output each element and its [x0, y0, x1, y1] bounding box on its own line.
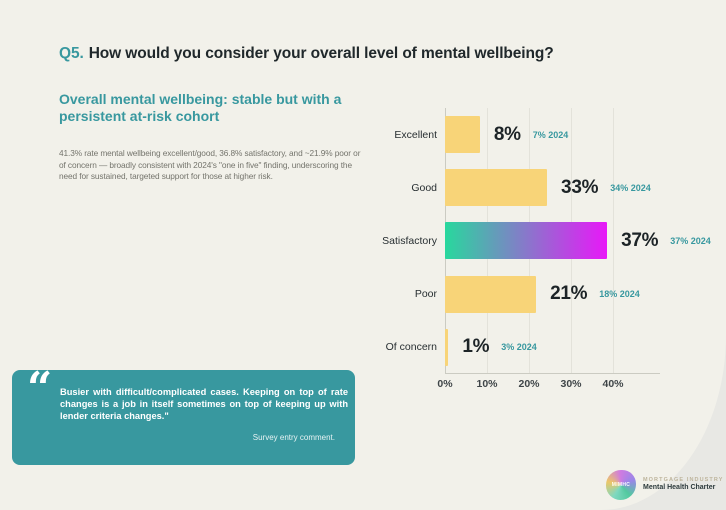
logo-monogram: MIMHC [611, 482, 631, 488]
previous-year-label: 34% 2024 [610, 182, 651, 193]
page-title: Q5. How would you consider your overall l… [59, 45, 554, 63]
bar-excellent [445, 116, 480, 153]
bar-poor [445, 275, 537, 313]
logo-line2: Mental Health Charter [643, 484, 716, 492]
logo-blob-icon: MIMHC [606, 470, 636, 500]
chart-row: 1% 3% 2024 [445, 328, 537, 366]
previous-year-label: 37% 2024 [670, 235, 711, 246]
category-label: Of concern [385, 341, 437, 354]
chart-row: 37% 37% 2024 [445, 222, 711, 260]
bar-good [445, 169, 548, 207]
summary-paragraph: 41.3% rate mental wellbeing excellent/go… [59, 148, 361, 182]
quote-attribution: Survey entry comment. [252, 433, 335, 442]
question-text: How would you consider your overall leve… [88, 45, 554, 62]
quote-icon: “ [27, 363, 53, 414]
previous-year-label: 7% 2024 [532, 129, 569, 140]
value-label: 21% [550, 283, 588, 305]
category-label: Poor [414, 288, 437, 301]
category-label: Excellent [394, 128, 437, 141]
section-subtitle: Overall mental wellbeing: stable but wit… [59, 91, 342, 124]
bar-satisfactory [445, 222, 608, 260]
category-label: Good [411, 181, 437, 194]
chart-row: 33% 34% 2024 [445, 169, 651, 207]
x-tick-label: 0% [437, 378, 453, 390]
mimhc-logo: MIMHC MORTGAGE INDUSTRY Mental Health Ch… [606, 470, 724, 500]
bar-of-concern [445, 328, 449, 366]
x-tick-label: 20% [518, 378, 540, 390]
x-axis-line [445, 373, 660, 374]
chart-row: 21% 18% 2024 [445, 275, 640, 313]
chart-row: 8% 7% 2024 [445, 116, 568, 153]
logo-line1: MORTGAGE INDUSTRY [643, 477, 724, 484]
quote-text: Busier with difficult/complicated cases.… [60, 387, 348, 421]
question-number: Q5. [59, 45, 84, 62]
gridline [613, 108, 614, 373]
previous-year-label: 3% 2024 [501, 342, 537, 353]
value-label: 1% [462, 336, 490, 358]
previous-year-label: 18% 2024 [599, 289, 640, 300]
quote-card: “ Busier with difficult/complicated case… [12, 363, 355, 465]
value-label: 33% [561, 176, 599, 198]
value-label: 8% [493, 123, 521, 145]
category-label: Satisfactory [382, 234, 437, 247]
bar-chart: 0% 10% 20% 30% 40% Excellent 8% 7% 2024 Good 33% 3… [355, 108, 720, 408]
value-label: 37% [621, 229, 659, 251]
x-tick-label: 40% [602, 378, 624, 390]
x-tick-label: 30% [560, 378, 582, 390]
x-tick-label: 10% [476, 378, 498, 390]
